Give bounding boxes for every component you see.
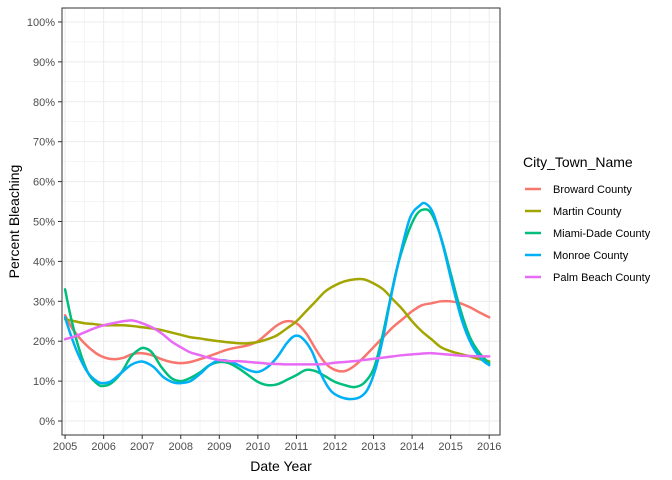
legend: City_Town_Name Broward County Martin Coun… [523,154,651,284]
y-tick-label: 40% [33,256,55,268]
y-tick-label: 90% [33,57,55,69]
series-line-monroe-county [63,201,491,401]
x-tick-label: 2007 [130,441,154,453]
plot-panel [61,7,501,436]
x-tick-label: 2012 [323,441,347,453]
x-tick-label: 2014 [400,441,424,453]
y-tick-label: 50% [33,217,55,229]
y-tick-label: 80% [33,97,55,109]
y-tick-label: 70% [33,137,55,149]
legend-title: City_Town_Name [523,154,633,170]
series-line-martin-county [63,277,491,363]
y-axis: 0% 10% 20% 30% 40% 50% 60% 70% 80% 90% 100% [27,17,62,428]
y-axis-title: Percent Bleaching [6,165,22,279]
y-tick-label: 20% [33,336,55,348]
legend-items: Broward County Martin County Miami-Dade Co… [525,184,651,284]
x-axis-title: Date Year [250,458,312,474]
x-tick-label: 2005 [53,441,77,453]
x-tick-label: 2008 [169,441,193,453]
y-tick-label: 60% [33,177,55,189]
y-tick-label: 30% [33,296,55,308]
series-line-palm-beach-county [63,319,491,366]
series-line-miami-dade-county [63,208,491,389]
legend-label-monroe-county: Monroe County [553,250,629,262]
x-tick-label: 2016 [477,441,501,453]
legend-label-martin-county: Martin County [553,206,622,218]
x-tick-label: 2006 [91,441,115,453]
x-tick-label: 2013 [361,441,385,453]
legend-label-palm-beach-county: Palm Beach County [553,272,651,284]
x-tick-label: 2015 [438,441,462,453]
x-axis: 2005 2006 2007 2008 2009 2010 2011 2012 2013 2014… [53,435,501,453]
series-lines [63,201,491,401]
y-tick-label: 100% [27,17,55,29]
x-tick-label: 2011 [285,441,309,453]
legend-label-broward-county: Broward County [553,184,632,196]
y-tick-label: 0% [39,416,55,428]
legend-label-miami-dade-county: Miami-Dade County [553,228,651,240]
x-tick-label: 2009 [207,441,231,453]
y-tick-label: 10% [33,376,55,388]
x-tick-label: 2010 [246,441,270,453]
